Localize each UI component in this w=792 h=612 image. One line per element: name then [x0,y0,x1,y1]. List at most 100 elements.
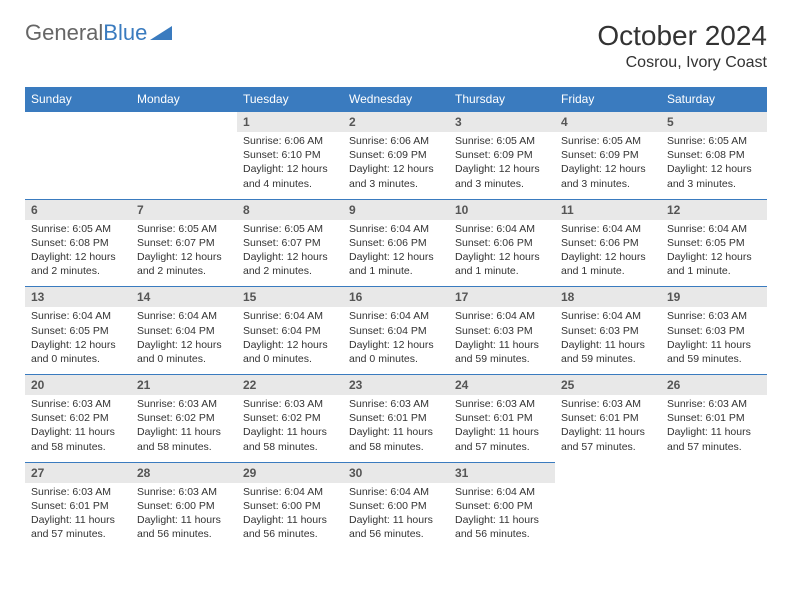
day-info: Sunrise: 6:04 AMSunset: 6:03 PMDaylight:… [449,307,555,368]
day-number: 9 [343,200,449,220]
day-info: Sunrise: 6:05 AMSunset: 6:08 PMDaylight:… [661,132,767,193]
day-info: Sunrise: 6:04 AMSunset: 6:06 PMDaylight:… [555,220,661,281]
day-header: Saturday [661,87,767,112]
day-info: Sunrise: 6:04 AMSunset: 6:03 PMDaylight:… [555,307,661,368]
header: GeneralBlue October 2024 Cosrou, Ivory C… [25,20,767,72]
day-number: 4 [555,112,661,132]
calendar-cell: 25Sunrise: 6:03 AMSunset: 6:01 PMDayligh… [555,375,661,463]
day-info: Sunrise: 6:04 AMSunset: 6:04 PMDaylight:… [343,307,449,368]
day-number: 22 [237,375,343,395]
day-number: 16 [343,287,449,307]
day-info: Sunrise: 6:04 AMSunset: 6:06 PMDaylight:… [449,220,555,281]
calendar-cell: 13Sunrise: 6:04 AMSunset: 6:05 PMDayligh… [25,287,131,375]
calendar-cell: 27Sunrise: 6:03 AMSunset: 6:01 PMDayligh… [25,462,131,549]
day-info: Sunrise: 6:04 AMSunset: 6:00 PMDaylight:… [449,483,555,544]
logo-text-1: General [25,20,103,46]
day-info: Sunrise: 6:06 AMSunset: 6:10 PMDaylight:… [237,132,343,193]
calendar-cell: 23Sunrise: 6:03 AMSunset: 6:01 PMDayligh… [343,375,449,463]
day-info: Sunrise: 6:03 AMSunset: 6:01 PMDaylight:… [449,395,555,456]
day-info: Sunrise: 6:05 AMSunset: 6:07 PMDaylight:… [237,220,343,281]
day-number: 29 [237,463,343,483]
day-number: 27 [25,463,131,483]
day-number: 24 [449,375,555,395]
month-title: October 2024 [597,20,767,52]
day-number: 2 [343,112,449,132]
calendar-cell: 7Sunrise: 6:05 AMSunset: 6:07 PMDaylight… [131,199,237,287]
day-number: 14 [131,287,237,307]
calendar-cell: 8Sunrise: 6:05 AMSunset: 6:07 PMDaylight… [237,199,343,287]
day-number: 31 [449,463,555,483]
day-info: Sunrise: 6:04 AMSunset: 6:00 PMDaylight:… [343,483,449,544]
day-number: 21 [131,375,237,395]
day-number: 11 [555,200,661,220]
calendar-cell: 22Sunrise: 6:03 AMSunset: 6:02 PMDayligh… [237,375,343,463]
location: Cosrou, Ivory Coast [597,54,767,72]
day-number: 8 [237,200,343,220]
day-info: Sunrise: 6:04 AMSunset: 6:04 PMDaylight:… [237,307,343,368]
calendar-row: 1Sunrise: 6:06 AMSunset: 6:10 PMDaylight… [25,112,767,200]
day-header-row: SundayMondayTuesdayWednesdayThursdayFrid… [25,87,767,112]
day-number: 20 [25,375,131,395]
calendar-cell: 14Sunrise: 6:04 AMSunset: 6:04 PMDayligh… [131,287,237,375]
day-info: Sunrise: 6:05 AMSunset: 6:08 PMDaylight:… [25,220,131,281]
day-info: Sunrise: 6:03 AMSunset: 6:02 PMDaylight:… [25,395,131,456]
day-number: 17 [449,287,555,307]
calendar-cell: 30Sunrise: 6:04 AMSunset: 6:00 PMDayligh… [343,462,449,549]
calendar-cell [555,462,661,549]
logo: GeneralBlue [25,20,172,46]
day-info: Sunrise: 6:04 AMSunset: 6:05 PMDaylight:… [25,307,131,368]
calendar-row: 20Sunrise: 6:03 AMSunset: 6:02 PMDayligh… [25,375,767,463]
day-info: Sunrise: 6:03 AMSunset: 6:01 PMDaylight:… [555,395,661,456]
calendar-cell: 20Sunrise: 6:03 AMSunset: 6:02 PMDayligh… [25,375,131,463]
calendar-cell: 12Sunrise: 6:04 AMSunset: 6:05 PMDayligh… [661,199,767,287]
day-number: 25 [555,375,661,395]
calendar-cell: 16Sunrise: 6:04 AMSunset: 6:04 PMDayligh… [343,287,449,375]
day-info: Sunrise: 6:03 AMSunset: 6:01 PMDaylight:… [25,483,131,544]
calendar-cell: 15Sunrise: 6:04 AMSunset: 6:04 PMDayligh… [237,287,343,375]
title-block: October 2024 Cosrou, Ivory Coast [597,20,767,72]
calendar-cell [25,112,131,200]
calendar-cell: 21Sunrise: 6:03 AMSunset: 6:02 PMDayligh… [131,375,237,463]
day-number: 6 [25,200,131,220]
calendar-row: 27Sunrise: 6:03 AMSunset: 6:01 PMDayligh… [25,462,767,549]
day-number: 28 [131,463,237,483]
day-info: Sunrise: 6:06 AMSunset: 6:09 PMDaylight:… [343,132,449,193]
calendar-cell: 28Sunrise: 6:03 AMSunset: 6:00 PMDayligh… [131,462,237,549]
day-info: Sunrise: 6:03 AMSunset: 6:01 PMDaylight:… [661,395,767,456]
calendar-cell: 2Sunrise: 6:06 AMSunset: 6:09 PMDaylight… [343,112,449,200]
day-info: Sunrise: 6:03 AMSunset: 6:03 PMDaylight:… [661,307,767,368]
day-number: 13 [25,287,131,307]
day-number: 12 [661,200,767,220]
calendar-cell: 26Sunrise: 6:03 AMSunset: 6:01 PMDayligh… [661,375,767,463]
logo-text-2: Blue [103,20,147,46]
calendar-cell: 9Sunrise: 6:04 AMSunset: 6:06 PMDaylight… [343,199,449,287]
day-info: Sunrise: 6:03 AMSunset: 6:02 PMDaylight:… [131,395,237,456]
day-info: Sunrise: 6:05 AMSunset: 6:09 PMDaylight:… [449,132,555,193]
calendar-body: 1Sunrise: 6:06 AMSunset: 6:10 PMDaylight… [25,112,767,550]
day-number: 3 [449,112,555,132]
calendar-cell: 19Sunrise: 6:03 AMSunset: 6:03 PMDayligh… [661,287,767,375]
day-number: 5 [661,112,767,132]
day-info: Sunrise: 6:04 AMSunset: 6:06 PMDaylight:… [343,220,449,281]
calendar-cell [661,462,767,549]
day-number: 18 [555,287,661,307]
calendar-row: 6Sunrise: 6:05 AMSunset: 6:08 PMDaylight… [25,199,767,287]
calendar-cell: 5Sunrise: 6:05 AMSunset: 6:08 PMDaylight… [661,112,767,200]
day-number: 23 [343,375,449,395]
day-number: 10 [449,200,555,220]
day-number: 19 [661,287,767,307]
calendar-cell: 1Sunrise: 6:06 AMSunset: 6:10 PMDaylight… [237,112,343,200]
calendar-cell: 18Sunrise: 6:04 AMSunset: 6:03 PMDayligh… [555,287,661,375]
calendar-cell: 6Sunrise: 6:05 AMSunset: 6:08 PMDaylight… [25,199,131,287]
day-info: Sunrise: 6:05 AMSunset: 6:07 PMDaylight:… [131,220,237,281]
day-info: Sunrise: 6:03 AMSunset: 6:00 PMDaylight:… [131,483,237,544]
calendar-cell [131,112,237,200]
day-number: 1 [237,112,343,132]
day-header: Wednesday [343,87,449,112]
day-number: 15 [237,287,343,307]
day-info: Sunrise: 6:05 AMSunset: 6:09 PMDaylight:… [555,132,661,193]
calendar-row: 13Sunrise: 6:04 AMSunset: 6:05 PMDayligh… [25,287,767,375]
calendar-cell: 11Sunrise: 6:04 AMSunset: 6:06 PMDayligh… [555,199,661,287]
calendar-table: SundayMondayTuesdayWednesdayThursdayFrid… [25,87,767,549]
calendar-cell: 10Sunrise: 6:04 AMSunset: 6:06 PMDayligh… [449,199,555,287]
